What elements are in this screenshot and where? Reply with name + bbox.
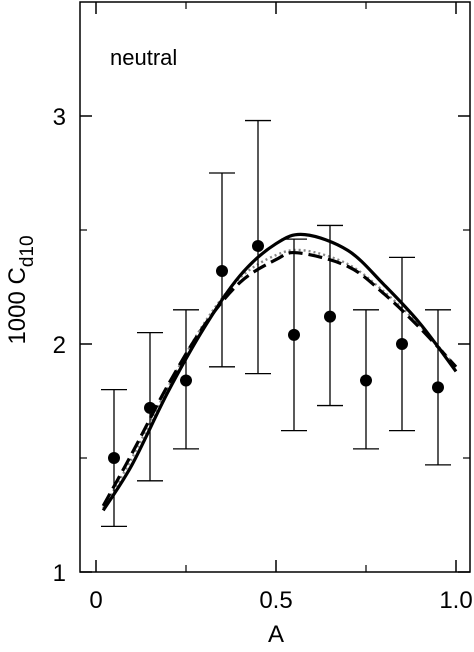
data-point-6 bbox=[324, 310, 336, 323]
data-point-0 bbox=[108, 452, 120, 464]
y-tick-label-0: 1 bbox=[53, 560, 66, 587]
plot-frame bbox=[79, 1, 471, 573]
data-point-4 bbox=[252, 239, 264, 252]
data-point-8 bbox=[396, 338, 408, 350]
data-point-7 bbox=[360, 374, 372, 387]
data-points bbox=[101, 119, 451, 528]
y-tick-label-2: 3 bbox=[53, 104, 66, 131]
y-axis-label-subscript: d10 bbox=[17, 235, 38, 267]
x-tick-label-0: 0 bbox=[89, 587, 102, 614]
x-tick-label-1: 0.5 bbox=[259, 587, 292, 614]
x-tick-label-2: 1.0 bbox=[439, 587, 472, 614]
axis-ticks: 0 0.5 1.0 1 2 3 bbox=[53, 2, 473, 614]
curves bbox=[101, 232, 458, 512]
y-tick-label-1: 2 bbox=[53, 332, 66, 359]
y-axis-label: 1000 Cd10 bbox=[4, 235, 38, 344]
panel-annotation: neutral bbox=[110, 45, 177, 70]
curve-solid bbox=[101, 232, 458, 512]
y-axis-label-main: 1000 C bbox=[4, 267, 31, 344]
data-point-9 bbox=[432, 381, 444, 394]
data-point-5 bbox=[288, 328, 300, 341]
data-point-3 bbox=[216, 265, 228, 278]
x-axis-label: A bbox=[268, 621, 284, 647]
curve-dashed bbox=[101, 250, 458, 507]
data-point-2 bbox=[180, 374, 192, 387]
data-point-1 bbox=[144, 401, 156, 414]
curve-dotted bbox=[102, 248, 457, 509]
